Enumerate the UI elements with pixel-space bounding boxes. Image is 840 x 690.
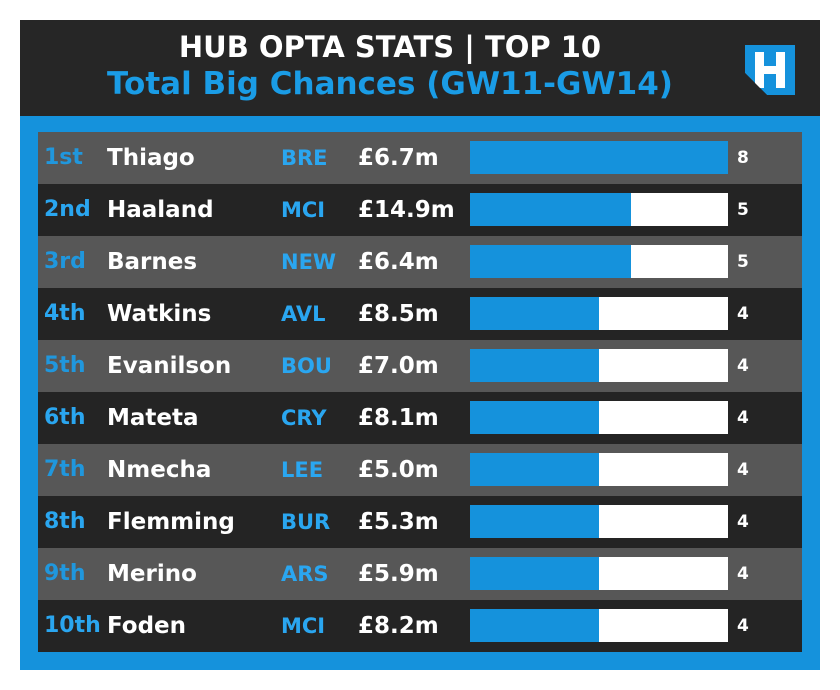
- data-label: 4: [737, 564, 749, 584]
- data-label: 4: [737, 356, 749, 376]
- data-label: 4: [737, 304, 749, 324]
- player-price: £6.4m: [358, 249, 439, 275]
- bar: [470, 245, 631, 278]
- data-label: 4: [737, 408, 749, 428]
- rank-label: 4th: [44, 301, 86, 326]
- player-price: £6.7m: [358, 145, 439, 171]
- bar-track: [470, 557, 728, 590]
- team-code: AVL: [281, 302, 326, 326]
- bar: [470, 401, 599, 434]
- table-row: 2nd Haaland MCI £14.9m 5: [38, 184, 802, 236]
- bar-track: [470, 453, 728, 486]
- table-row: 6th Mateta CRY £8.1m 4: [38, 392, 802, 444]
- team-code: MCI: [281, 198, 326, 222]
- player-price: £7.0m: [358, 353, 439, 379]
- player-name: Nmecha: [107, 457, 212, 483]
- player-name: Foden: [107, 613, 187, 639]
- team-code: BOU: [281, 354, 332, 378]
- table-row: 10th Foden MCI £8.2m 4: [38, 600, 802, 652]
- table-row: 8th Flemming BUR £5.3m 4: [38, 496, 802, 548]
- data-label: 4: [737, 616, 749, 636]
- bar: [470, 297, 599, 330]
- page-title: HUB OPTA STATS | TOP 10: [178, 30, 602, 64]
- bar: [470, 609, 599, 642]
- data-label: 5: [737, 252, 749, 272]
- rank-label: 5th: [44, 353, 86, 378]
- player-name: Barnes: [107, 249, 198, 275]
- team-code: NEW: [281, 250, 337, 274]
- player-price: £14.9m: [358, 197, 455, 223]
- player-price: £8.2m: [358, 613, 439, 639]
- bar: [470, 193, 631, 226]
- bar-track: [470, 297, 728, 330]
- player-name: Merino: [107, 561, 197, 587]
- player-price: £8.5m: [358, 301, 439, 327]
- bar-track: [470, 245, 728, 278]
- team-code: MCI: [281, 614, 326, 638]
- rank-label: 6th: [44, 405, 86, 430]
- data-label: 5: [737, 200, 749, 220]
- bar-track: [470, 193, 728, 226]
- table-row: 9th Merino ARS £5.9m 4: [38, 548, 802, 600]
- bar: [470, 505, 599, 538]
- rank-label: 10th: [44, 613, 101, 638]
- player-name: Thiago: [107, 145, 195, 171]
- team-code: BUR: [281, 510, 331, 534]
- bar-track: [470, 141, 728, 174]
- table-row: 7th Nmecha LEE £5.0m 4: [38, 444, 802, 496]
- player-name: Evanilson: [107, 353, 232, 379]
- data-label: 4: [737, 512, 749, 532]
- player-name: Watkins: [107, 301, 212, 327]
- bar: [470, 557, 599, 590]
- data-label: 8: [737, 148, 749, 168]
- rank-label: 8th: [44, 509, 86, 534]
- team-code: BRE: [281, 146, 328, 170]
- page-subtitle: Total Big Chances (GW11-GW14): [107, 66, 673, 102]
- bar-track: [470, 401, 728, 434]
- bar-track: [470, 505, 728, 538]
- player-name: Mateta: [107, 405, 199, 431]
- table-row: 3rd Barnes NEW £6.4m 5: [38, 236, 802, 288]
- player-price: £5.0m: [358, 457, 439, 483]
- bar-track: [470, 609, 728, 642]
- data-label: 4: [737, 460, 749, 480]
- bar: [470, 453, 599, 486]
- rank-label: 1st: [44, 145, 83, 170]
- player-name: Haaland: [107, 197, 214, 223]
- stats-card: HUB OPTA STATS | TOP 10 Total Big Chance…: [20, 20, 820, 670]
- header: HUB OPTA STATS | TOP 10 Total Big Chance…: [20, 20, 820, 116]
- stats-table: 1st Thiago BRE £6.7m 8 2nd Haaland MCI £14.9m 5 3r…: [38, 132, 802, 652]
- table-row: 1st Thiago BRE £6.7m 8: [38, 132, 802, 184]
- team-code: LEE: [281, 458, 324, 482]
- hub-logo-icon: [745, 45, 795, 95]
- bar: [470, 349, 599, 382]
- table-row: 4th Watkins AVL £8.5m 4: [38, 288, 802, 340]
- team-code: CRY: [281, 406, 327, 430]
- bar-track: [470, 349, 728, 382]
- rank-label: 3rd: [44, 249, 86, 274]
- bar: [470, 141, 728, 174]
- table-row: 5th Evanilson BOU £7.0m 4: [38, 340, 802, 392]
- rank-label: 9th: [44, 561, 86, 586]
- player-price: £5.9m: [358, 561, 439, 587]
- rank-label: 7th: [44, 457, 86, 482]
- team-code: ARS: [281, 562, 329, 586]
- rank-label: 2nd: [44, 197, 91, 222]
- player-name: Flemming: [107, 509, 235, 535]
- player-price: £5.3m: [358, 509, 439, 535]
- player-price: £8.1m: [358, 405, 439, 431]
